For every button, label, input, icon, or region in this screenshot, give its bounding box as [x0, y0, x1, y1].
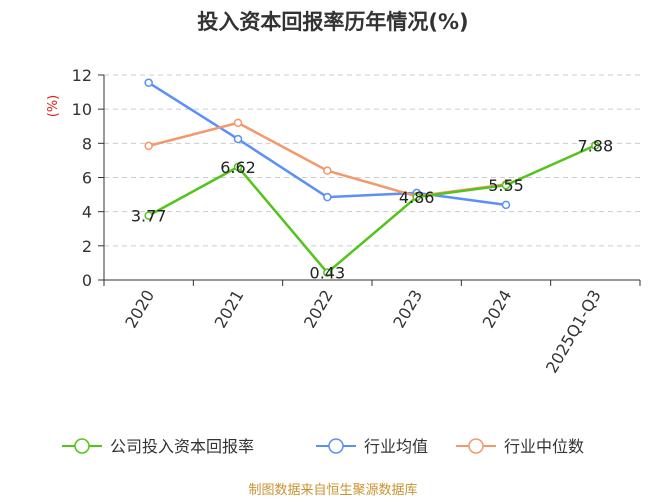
y-axis-unit: (%) — [46, 95, 61, 118]
y-axis-ticks: 0 2 4 6 8 10 12 — [72, 66, 105, 290]
series-lines — [144, 78, 600, 277]
data-point — [501, 180, 511, 190]
data-point — [233, 134, 243, 144]
data-point — [501, 200, 511, 210]
data-label: 4.86 — [399, 188, 435, 207]
legend-swatch-marker — [74, 438, 90, 454]
data-point — [233, 118, 243, 128]
data-point — [144, 141, 153, 151]
legend-label: 行业中位数 — [504, 437, 584, 456]
y-tick-label: 6 — [82, 169, 92, 188]
legend: 公司投入资本回报率 行业均值 行业中位数 — [62, 437, 584, 456]
x-tick-label: 2020 — [121, 287, 158, 332]
legend-label: 行业均值 — [364, 437, 428, 456]
x-axis: 2020 2021 2022 2023 2024 2025Q1-Q3 — [103, 279, 641, 377]
y-tick-label: 0 — [82, 271, 92, 290]
x-tick-label: 2022 — [300, 287, 337, 332]
x-tick-label: 2025Q1-Q3 — [542, 287, 605, 377]
y-tick-label: 12 — [72, 66, 92, 85]
data-label: 7.88 — [578, 136, 614, 155]
data-label: 5.55 — [488, 176, 524, 195]
data-point — [412, 192, 421, 202]
data-label: 3.77 — [131, 207, 167, 226]
y-tick-label: 4 — [82, 203, 92, 222]
data-label: 6.62 — [220, 158, 256, 177]
data-point — [591, 141, 600, 150]
legend-label: 公司投入资本回报率 — [110, 437, 254, 456]
x-tick-label: 2021 — [211, 287, 248, 332]
y-tick-label: 10 — [72, 100, 92, 119]
data-label: 0.43 — [310, 264, 346, 283]
legend-swatch-marker — [328, 438, 344, 454]
x-tick-label: 2024 — [479, 287, 516, 332]
data-point — [323, 192, 332, 202]
source-note: 制图数据来自恒生聚源数据库 — [248, 482, 417, 498]
x-tick-label: 2023 — [389, 287, 426, 332]
series-line-0 — [148, 144, 596, 274]
data-point — [144, 211, 153, 220]
y-tick-label: 8 — [82, 134, 92, 153]
legend-swatch-marker — [468, 438, 484, 454]
data-point — [323, 268, 332, 277]
data-point — [144, 78, 153, 87]
data-point — [233, 162, 243, 172]
chart-title: 投入资本回报率历年情况(%) — [197, 10, 468, 34]
data-point — [323, 166, 332, 175]
data-labels: 3.77 6.62 0.43 4.86 5.55 7.88 — [131, 136, 613, 282]
y-tick-label: 2 — [82, 237, 92, 256]
